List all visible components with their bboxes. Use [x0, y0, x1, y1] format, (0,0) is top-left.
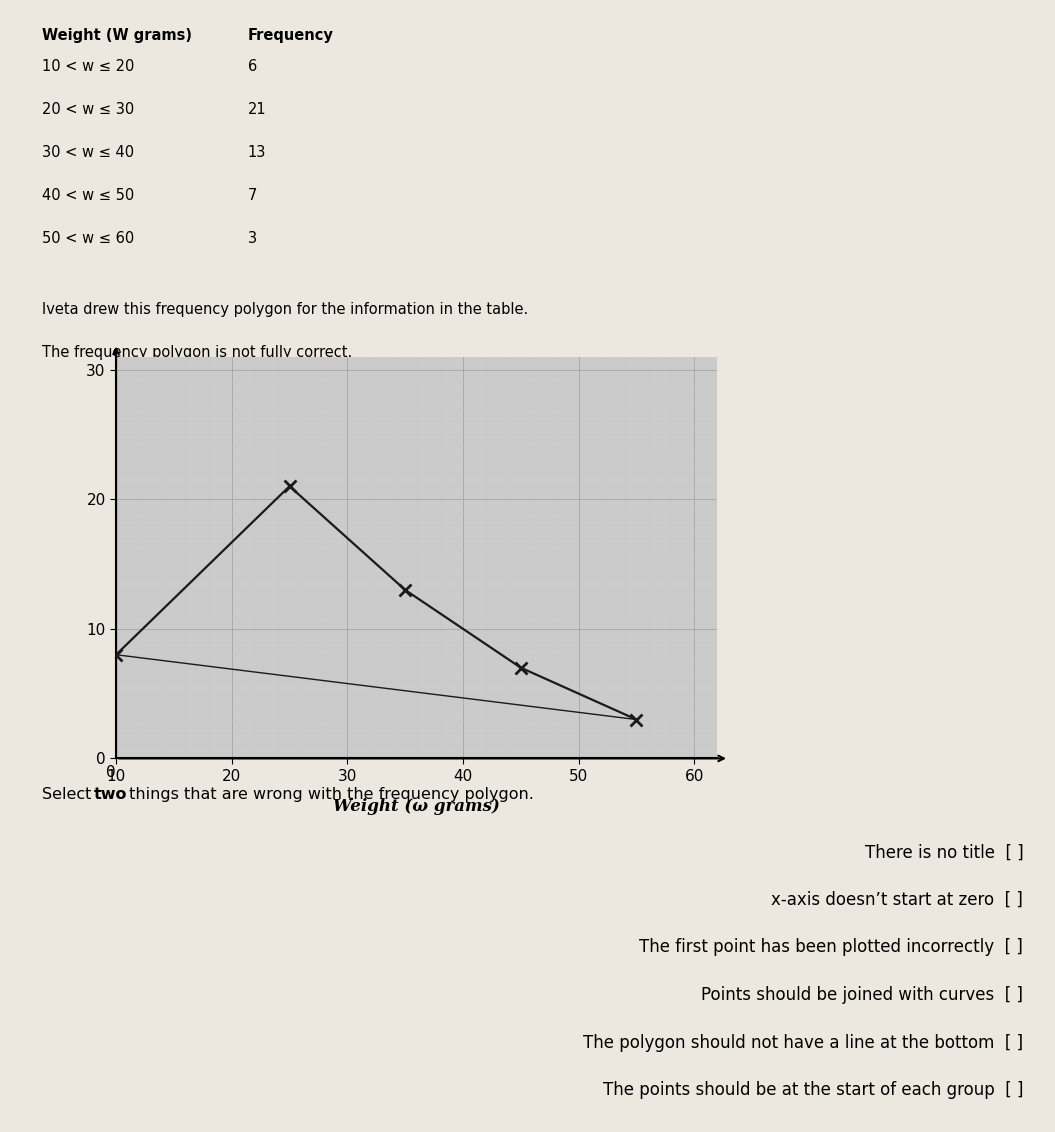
Text: Select: Select [42, 787, 97, 801]
X-axis label: Weight (ω grams): Weight (ω grams) [333, 798, 500, 815]
Text: 6: 6 [248, 59, 257, 74]
Text: two: two [94, 787, 128, 801]
Text: The points should be at the start of each group  [ ]: The points should be at the start of eac… [602, 1081, 1023, 1099]
Text: x-axis doesn’t start at zero  [ ]: x-axis doesn’t start at zero [ ] [771, 891, 1023, 909]
Text: The polygon should not have a line at the bottom  [ ]: The polygon should not have a line at th… [583, 1034, 1023, 1052]
Text: The first point has been plotted incorrectly  [ ]: The first point has been plotted incorre… [639, 938, 1023, 957]
Text: There is no title  [ ]: There is no title [ ] [865, 843, 1023, 861]
Text: Frequency: Frequency [248, 28, 333, 43]
Text: 30 < w ≤ 40: 30 < w ≤ 40 [42, 145, 134, 160]
Text: Weight (W grams): Weight (W grams) [42, 28, 192, 43]
Text: 20 < w ≤ 30: 20 < w ≤ 30 [42, 102, 134, 117]
Text: 10 < w ≤ 20: 10 < w ≤ 20 [42, 59, 135, 74]
Text: 3: 3 [248, 231, 257, 246]
Text: 7: 7 [248, 188, 257, 203]
Text: things that are wrong with the frequency polygon.: things that are wrong with the frequency… [124, 787, 535, 801]
Text: 0: 0 [107, 765, 116, 780]
Text: 40 < w ≤ 50: 40 < w ≤ 50 [42, 188, 134, 203]
Text: The frequency polygon is not fully correct.: The frequency polygon is not fully corre… [42, 345, 352, 360]
Text: Points should be joined with curves  [ ]: Points should be joined with curves [ ] [702, 986, 1023, 1004]
Text: 13: 13 [248, 145, 266, 160]
Text: Iveta drew this frequency polygon for the information in the table.: Iveta drew this frequency polygon for th… [42, 302, 529, 317]
Text: 21: 21 [248, 102, 267, 117]
Text: 50 < w ≤ 60: 50 < w ≤ 60 [42, 231, 134, 246]
